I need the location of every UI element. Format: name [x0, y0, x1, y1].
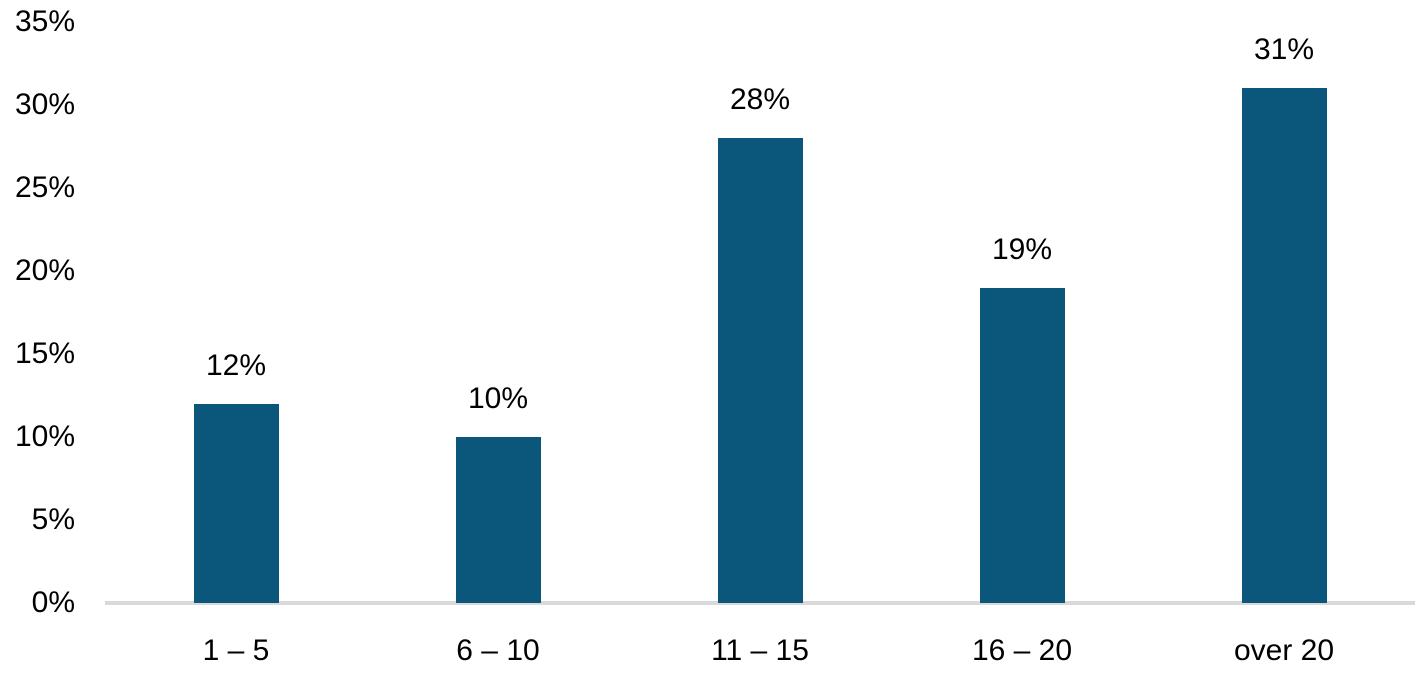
x-axis-category-label: 6 – 10 — [456, 634, 540, 667]
y-axis-tick-label: 15% — [14, 337, 75, 370]
bar-value-label: 28% — [729, 83, 791, 117]
y-axis-tick-label: 0% — [31, 586, 75, 619]
bar — [193, 403, 279, 603]
bar-value-label: 12% — [205, 348, 267, 382]
y-axis-tick-label: 10% — [14, 420, 75, 453]
x-axis-baseline — [105, 601, 1415, 605]
x-axis-category-label: over 20 — [1233, 634, 1335, 667]
x-axis-category-label: 1 – 5 — [202, 634, 270, 667]
bar — [717, 138, 803, 603]
bar-value-label: 19% — [991, 232, 1053, 266]
y-axis-tick-label: 25% — [14, 171, 75, 204]
x-axis-category-label: 11 – 15 — [711, 634, 809, 667]
y-axis-tick-label: 5% — [31, 503, 75, 536]
bar-value-label: 31% — [1253, 33, 1315, 67]
y-axis-tick-label: 20% — [14, 254, 75, 287]
bar — [1241, 88, 1327, 603]
x-axis-category-label: 16 – 20 — [971, 634, 1073, 667]
bar — [979, 287, 1065, 603]
y-axis-tick-label: 30% — [14, 88, 75, 121]
bar — [455, 437, 541, 603]
y-axis-tick-label: 35% — [14, 5, 75, 38]
bar-value-label: 10% — [467, 382, 529, 415]
